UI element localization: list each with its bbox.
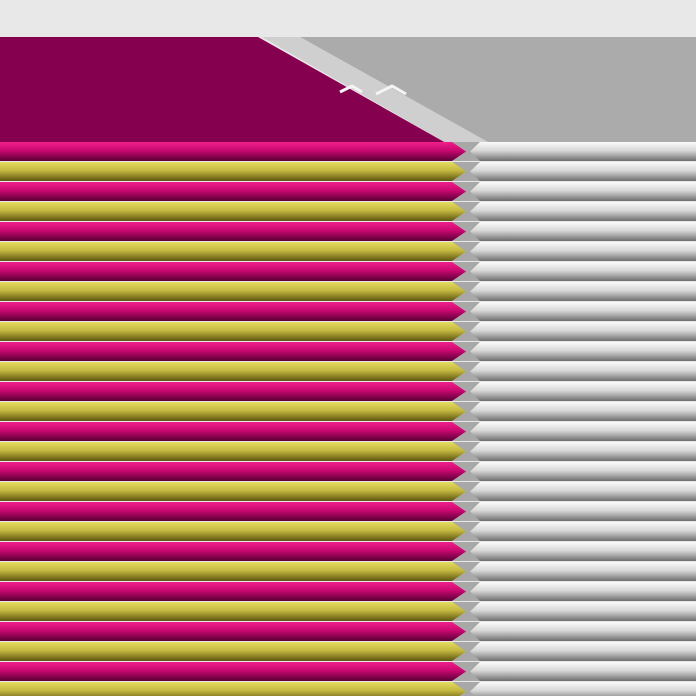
gray-layer <box>468 642 696 661</box>
gray-layer <box>468 402 696 421</box>
magenta-layer <box>0 622 466 641</box>
yellow-layer <box>0 642 466 661</box>
magenta-layer <box>0 422 466 441</box>
gray-layer <box>468 422 696 441</box>
gray-layer <box>468 262 696 281</box>
magenta-layer <box>0 582 466 601</box>
gray-layer <box>468 362 696 381</box>
gray-layer <box>468 482 696 501</box>
gray-layer <box>468 662 696 681</box>
yellow-layer <box>0 362 466 381</box>
gray-layer <box>468 222 696 241</box>
yellow-layer <box>0 202 466 221</box>
magenta-layer <box>0 222 466 241</box>
gray-top-surface <box>300 37 696 146</box>
yellow-layer <box>0 602 466 621</box>
gray-layer <box>468 182 696 201</box>
gray-layer <box>468 322 696 341</box>
gray-layer <box>468 582 696 601</box>
gray-layer <box>468 522 696 541</box>
marker <box>339 84 363 94</box>
yellow-layer <box>0 322 466 341</box>
yellow-layer <box>0 482 466 501</box>
gray-layer <box>468 302 696 321</box>
yellow-layer <box>0 682 466 696</box>
gray-layer <box>468 502 696 521</box>
yellow-layer <box>0 162 466 181</box>
magenta-layer <box>0 502 466 521</box>
magenta-layer <box>0 262 466 281</box>
gray-layer <box>468 282 696 301</box>
gray-layer <box>468 462 696 481</box>
yellow-layer <box>0 562 466 581</box>
yellow-layer <box>0 522 466 541</box>
gray-layer <box>468 162 696 181</box>
gray-edge <box>262 37 495 152</box>
yellow-layer <box>0 402 466 421</box>
magenta-layer <box>0 462 466 481</box>
gray-layer <box>468 142 696 161</box>
gray-layer <box>468 602 696 621</box>
magenta-layer <box>0 302 466 321</box>
yellow-layer <box>0 282 466 301</box>
gray-layer <box>468 682 696 696</box>
magenta-top-surface <box>0 37 462 152</box>
gray-layer <box>468 442 696 461</box>
yellow-layer <box>0 242 466 261</box>
magenta-layer <box>0 542 466 561</box>
gray-layer <box>468 242 696 261</box>
yellow-layer <box>0 442 466 461</box>
layers <box>0 142 696 696</box>
gray-layer <box>468 202 696 221</box>
magenta-layer <box>0 382 466 401</box>
gray-layer <box>468 562 696 581</box>
magenta-layer <box>0 142 466 161</box>
seam <box>452 682 480 696</box>
marker <box>375 84 407 96</box>
magenta-layer <box>0 662 466 681</box>
gray-layer <box>468 622 696 641</box>
top-bar <box>0 0 696 37</box>
gray-layer <box>468 542 696 561</box>
gray-layer <box>468 342 696 361</box>
magenta-layer <box>0 182 466 201</box>
magenta-layer <box>0 342 466 361</box>
gray-layer <box>468 382 696 401</box>
